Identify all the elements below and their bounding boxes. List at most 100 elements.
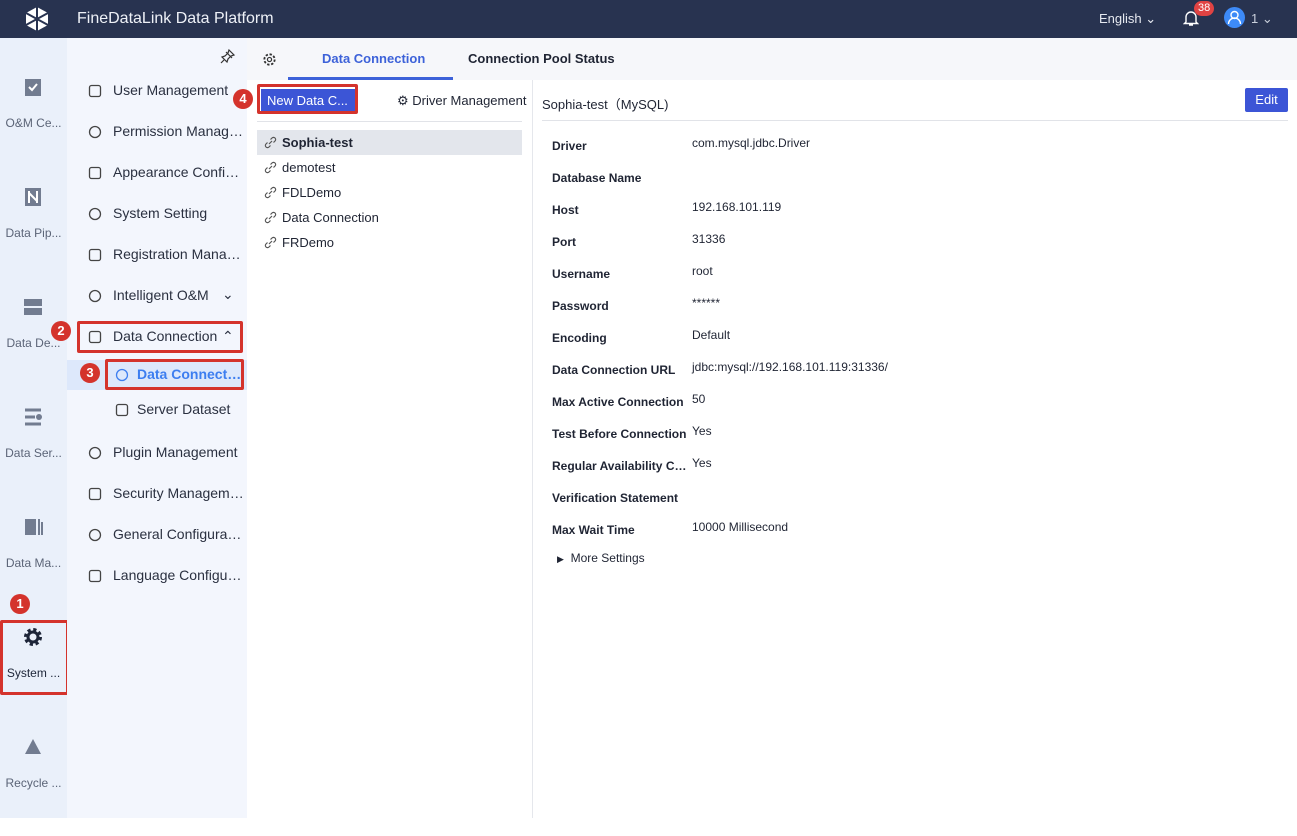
sidebar-item-label: General Configuration [113, 526, 245, 542]
sidebar-item-system-setting[interactable]: System Setting [67, 199, 247, 229]
language-label: English [1099, 11, 1142, 26]
detail-row: Max Wait Time 10000 Millisecond [552, 520, 1282, 540]
sidebar-item-data-connection[interactable]: Data Connection ⌃ [67, 322, 247, 352]
rail-label: Data De... [6, 336, 61, 350]
field-label: Data Connection URL [552, 363, 676, 377]
folder-gear-icon [88, 528, 102, 542]
field-label: Max Active Connection [552, 395, 684, 409]
sidebar-item-intelligent-o-m[interactable]: Intelligent O&M ⌄ [67, 281, 247, 311]
sidebar-item-language-configuration[interactable]: Language Configuration [67, 561, 247, 591]
detail-row: Port 31336 [552, 232, 1282, 252]
more-settings-toggle[interactable]: ▶ More Settings [557, 551, 645, 565]
field-value: jdbc:mysql://192.168.101.119:31336/ [692, 360, 888, 374]
sidebar-item-user-management[interactable]: User Management [67, 76, 247, 106]
sidebar-item-label: Security Management [113, 485, 245, 501]
field-value: 192.168.101.119 [692, 200, 782, 214]
field-label: Host [552, 203, 579, 217]
rail-item-data-development[interactable]: Data De... [0, 296, 67, 396]
annotation-1: 1 [10, 594, 30, 614]
gear-icon [24, 628, 42, 646]
server-icon [24, 299, 42, 315]
rail-item-om-center[interactable]: O&M Ce... [0, 76, 67, 176]
om-icon [88, 289, 102, 303]
rail-item-data-service[interactable]: Data Ser... [0, 406, 67, 506]
detail-row: Username root [552, 264, 1282, 284]
tab-connection-pool-status[interactable]: Connection Pool Status [468, 51, 615, 66]
sidebar-item-security-management[interactable]: Security Management [67, 479, 247, 509]
rail-label: System ... [6, 666, 61, 680]
rail-item-data-pipeline[interactable]: Data Pip... [0, 186, 67, 286]
rail-item-recycle[interactable]: Recycle ... [0, 736, 67, 836]
connection-name: FRDemo [282, 235, 335, 250]
security-icon [88, 487, 102, 501]
field-label: Driver [552, 139, 587, 153]
settings-icon[interactable] [262, 52, 277, 67]
connection-name: FDLDemo [282, 185, 342, 200]
caret-right-icon: ▶ [557, 554, 564, 564]
sidebar-item-appearance-configuration[interactable]: Appearance Configuration [67, 158, 247, 188]
connection-list-item[interactable]: FDLDemo [257, 180, 522, 205]
tab-bar: Data Connection Connection Pool Status [247, 38, 1297, 80]
field-label: Max Wait Time [552, 523, 635, 537]
app-title: FineDataLink Data Platform [77, 10, 274, 27]
sidebar-item-label: Intelligent O&M [113, 287, 209, 303]
sidebar-item-registration-management[interactable]: Registration Management [67, 240, 247, 270]
sidebar-item-server-dataset[interactable]: Server Dataset [67, 395, 247, 425]
annotation-box-4 [257, 84, 358, 114]
annotation-box-3 [105, 359, 244, 390]
sidebar-item-general-configuration[interactable]: General Configuration [67, 520, 247, 550]
connection-name: Sophia-test [282, 135, 353, 150]
rail-item-data-map[interactable]: Data Ma... [0, 516, 67, 616]
dataset-icon [115, 403, 129, 417]
field-value: com.mysql.jdbc.Driver [692, 136, 811, 150]
detail-row: Encoding Default [552, 328, 1282, 348]
gear-icon [88, 207, 102, 221]
service-icon [25, 408, 42, 426]
detail-row: Database Name [552, 168, 1282, 188]
detail-row: Host 192.168.101.119 [552, 200, 1282, 220]
language-selector[interactable]: English ⌄ [1099, 11, 1156, 27]
sidebar-item-label: Registration Management [113, 246, 245, 262]
field-label: Encoding [552, 331, 607, 345]
recycle-icon [25, 739, 41, 754]
connection-list-item[interactable]: demotest [257, 155, 522, 180]
rail-item-system[interactable]: System ... [0, 626, 67, 726]
field-value: 31336 [692, 232, 726, 246]
user-name: 1 [1251, 11, 1259, 26]
pin-icon[interactable] [220, 48, 236, 64]
new-data-connection-button[interactable]: New Data C... [261, 89, 355, 112]
field-value: Yes [692, 456, 712, 470]
paperclip-icon [88, 330, 102, 344]
user-icon [88, 84, 102, 98]
bell-icon[interactable] [1183, 9, 1199, 27]
user-menu[interactable]: 1 ⌄ [1251, 11, 1273, 26]
chevron-up-icon: ⌃ [222, 328, 234, 344]
rail-label: Data Pip... [5, 226, 62, 240]
link-icon [264, 161, 277, 174]
driver-management-button[interactable]: ⚙ Driver Management [397, 93, 526, 109]
driver-management-label: Driver Management [412, 93, 527, 108]
annotation-box-1 [0, 620, 69, 695]
top-bar: FineDataLink Data Platform English ⌄ 38 … [0, 0, 1297, 38]
connection-list-item[interactable]: Sophia-test [257, 130, 522, 155]
edit-button[interactable]: Edit [1245, 88, 1288, 112]
data-map-icon [25, 519, 43, 535]
user-icon [1227, 10, 1242, 25]
pipeline-icon [25, 188, 41, 206]
sidebar-item-permission-management[interactable]: Permission Management [67, 117, 247, 147]
detail-row: Test Before Connection Yes [552, 424, 1282, 444]
sidebar-item-label: Language Configuration [113, 567, 245, 583]
detail-row: Password ****** [552, 296, 1282, 316]
sidebar-item-label: Permission Management [113, 123, 245, 139]
rail-label: Data Ser... [5, 446, 62, 460]
connection-list-item[interactable]: FRDemo [257, 230, 522, 255]
avatar[interactable] [1224, 7, 1245, 28]
plugin-icon [88, 446, 102, 460]
chevron-down-icon: ⌄ [222, 286, 234, 302]
field-value: 50 [692, 392, 706, 406]
field-value: Yes [692, 424, 712, 438]
sidebar-item-plugin-management[interactable]: Plugin Management [67, 438, 247, 468]
connection-list-item[interactable]: Data Connection [257, 205, 522, 230]
tab-data-connection[interactable]: Data Connection [322, 51, 426, 66]
detail-row: Verification Statement [552, 488, 1282, 508]
